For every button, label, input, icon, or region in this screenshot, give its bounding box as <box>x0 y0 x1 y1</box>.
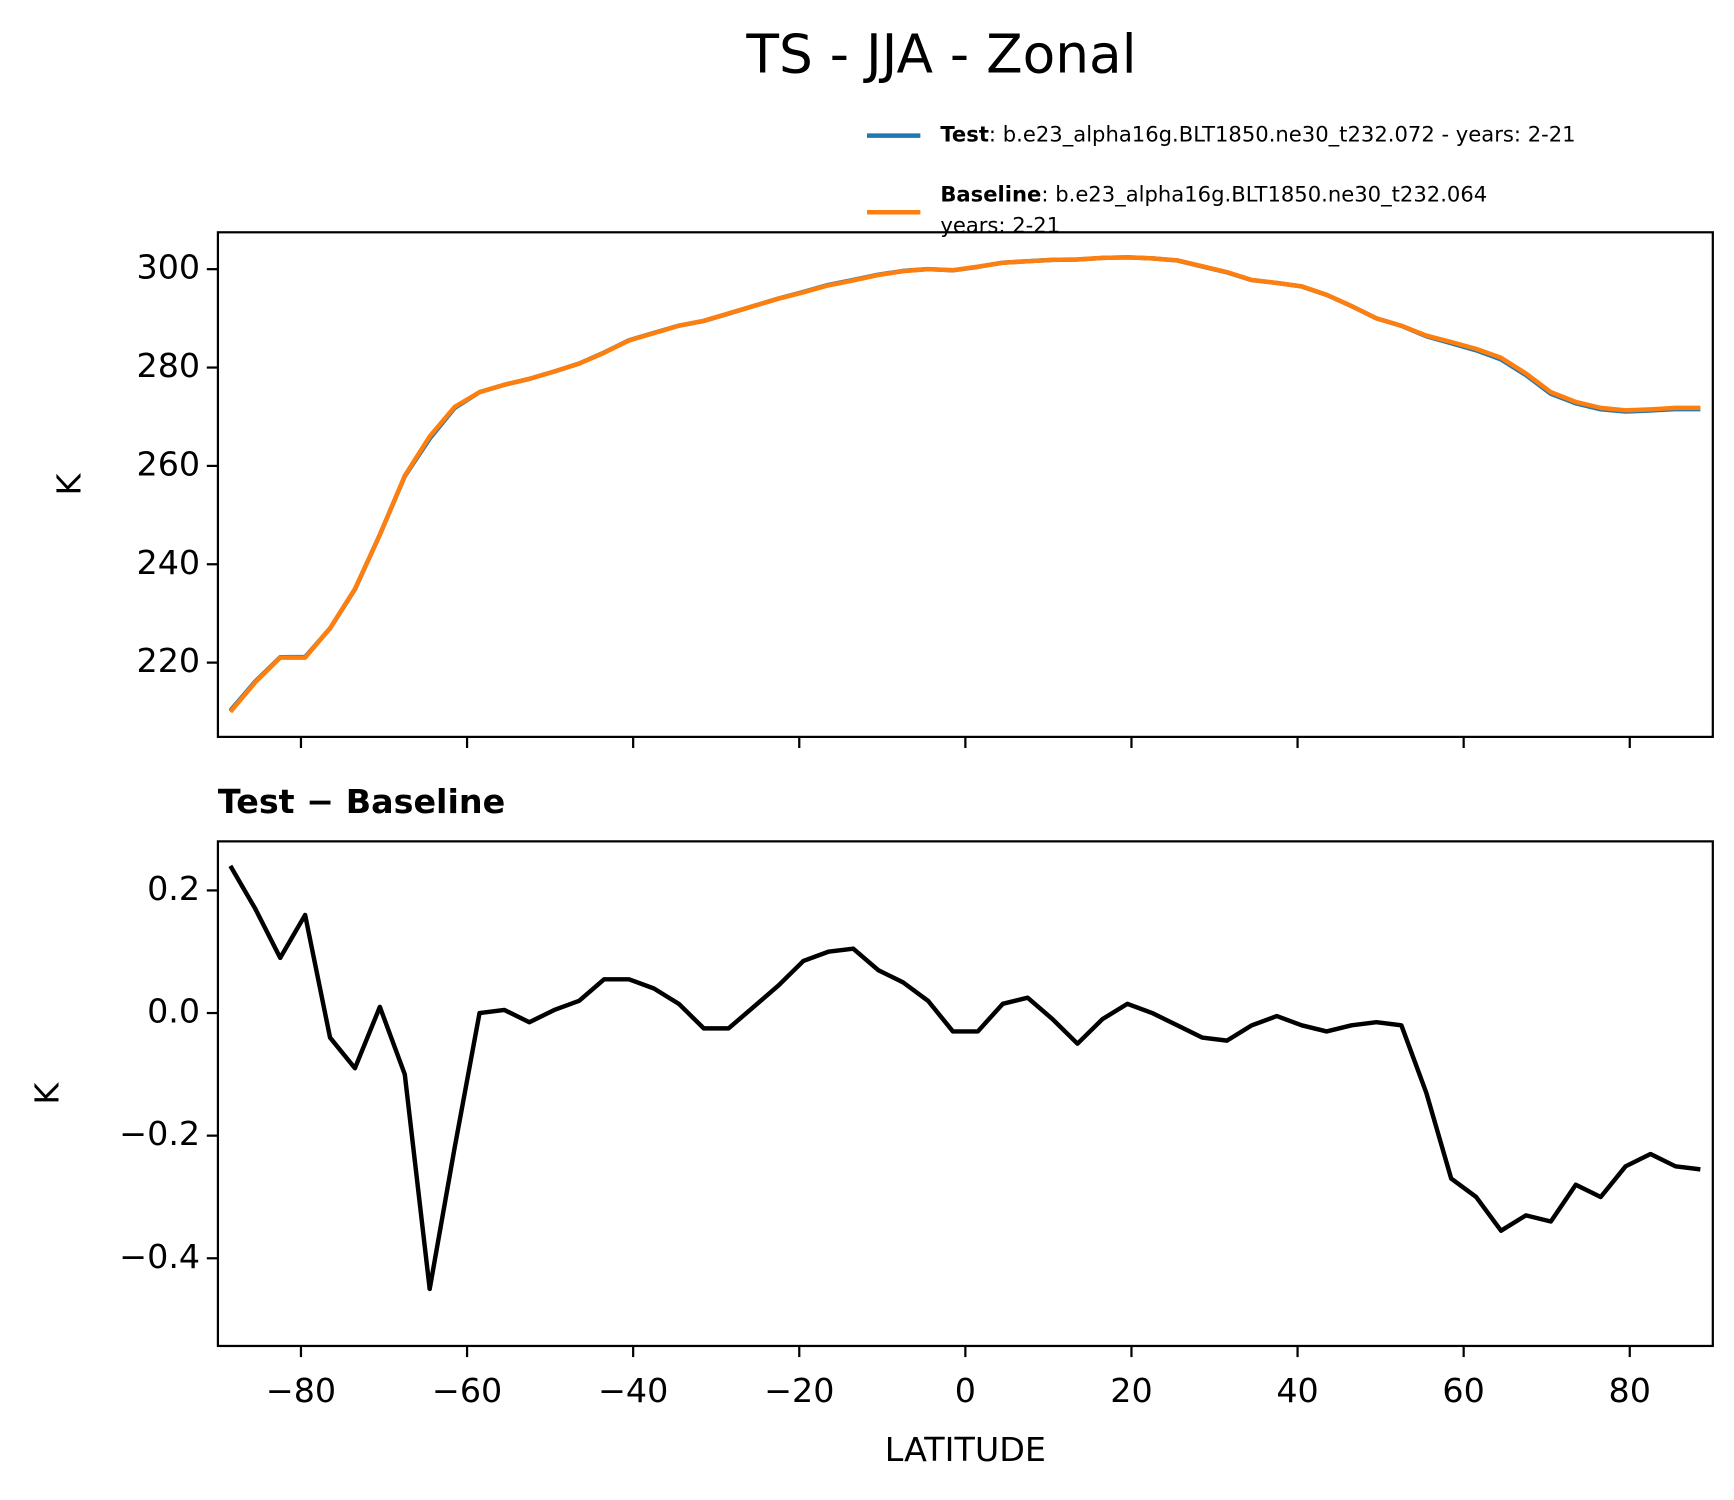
subplot-title: Test − Baseline <box>218 782 505 821</box>
y-tick-label: 300 <box>137 248 201 287</box>
y-tick-label: 280 <box>137 346 201 385</box>
x-tick-label: 0 <box>955 1371 976 1410</box>
figure-title: TS - JJA - Zonal <box>745 22 1136 85</box>
plot-area <box>228 864 1701 1292</box>
y-axis-label: K <box>50 473 89 496</box>
y-tick-label: −0.2 <box>119 1114 200 1153</box>
x-tick-label: 60 <box>1442 1371 1484 1410</box>
x-tick-label: −40 <box>598 1371 668 1410</box>
x-axis-label: LATITUDE <box>885 1430 1046 1469</box>
x-tick-label: 40 <box>1276 1371 1318 1410</box>
legend-entry: Baseline: b.e23_alpha16g.BLT1850.ne30_t2… <box>940 182 1487 208</box>
y-tick-label: 240 <box>137 543 201 582</box>
x-tick-label: 80 <box>1609 1371 1651 1410</box>
x-tick-label: −80 <box>266 1371 336 1410</box>
y-axis-label: K <box>27 1082 66 1105</box>
legend-label: years: 2-21 <box>940 213 1060 238</box>
legend-name: Test <box>940 122 989 147</box>
data-line <box>228 864 1701 1292</box>
plot-area <box>228 255 1701 714</box>
y-tick-label: 0.2 <box>147 869 200 908</box>
legend-entry: Test: b.e23_alpha16g.BLT1850.ne30_t232.0… <box>940 122 1575 148</box>
x-tick-label: −20 <box>764 1371 834 1410</box>
legend-label: : b.e23_alpha16g.BLT1850.ne30_t232.064 <box>1041 182 1487 208</box>
x-tick-label: −60 <box>432 1371 502 1410</box>
legend-name: Baseline <box>940 182 1041 207</box>
legend-label: : b.e23_alpha16g.BLT1850.ne30_t232.072 -… <box>989 122 1576 148</box>
x-tick-label: 20 <box>1110 1371 1152 1410</box>
y-tick-label: 220 <box>137 641 201 680</box>
y-tick-label: 0.0 <box>147 992 200 1031</box>
y-tick-label: −0.4 <box>119 1237 200 1276</box>
y-tick-label: 260 <box>137 444 201 483</box>
data-line <box>228 255 1701 714</box>
